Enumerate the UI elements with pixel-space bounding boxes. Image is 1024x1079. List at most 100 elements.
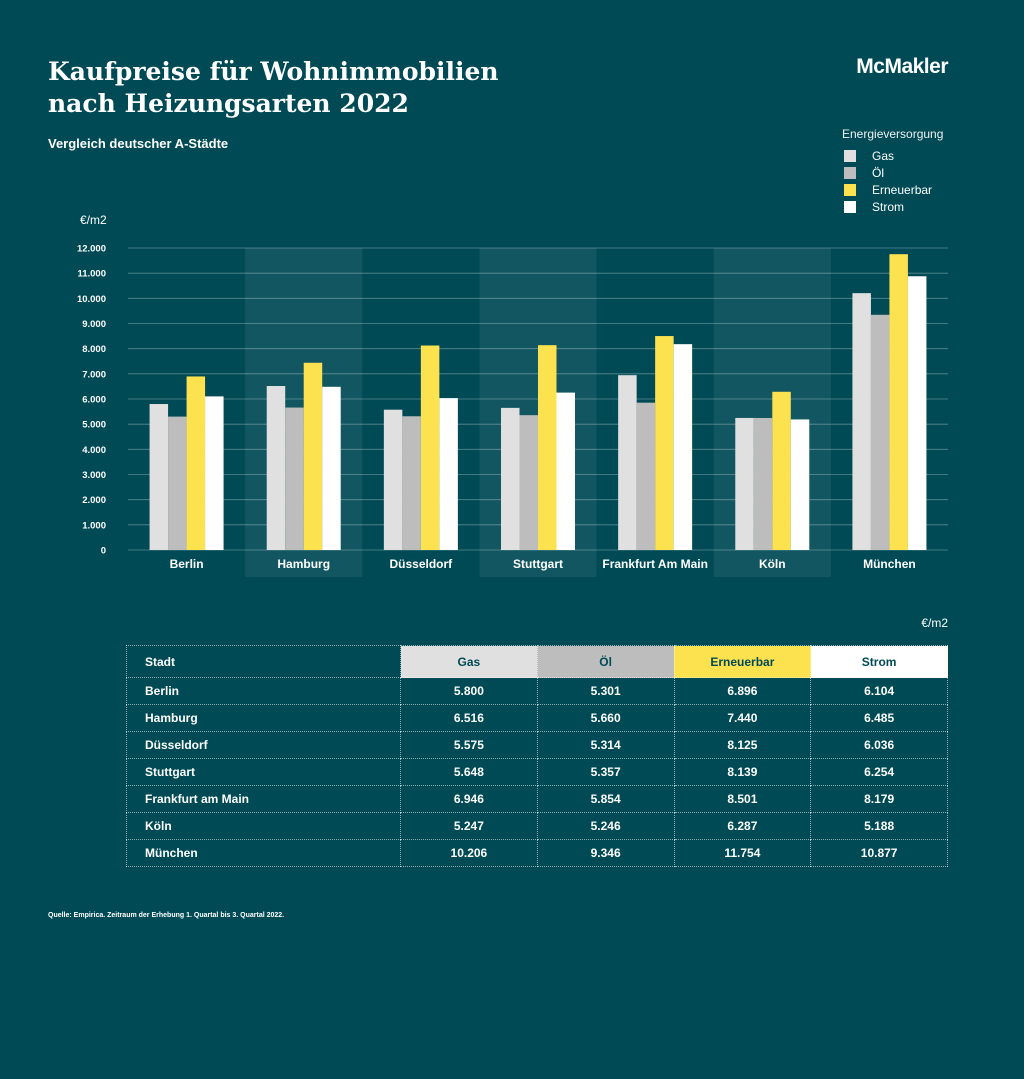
table-row: Berlin 5.800 5.301 6.896 6.104 (126, 677, 948, 705)
table-cell-city: Frankfurt am Main (126, 785, 401, 813)
table-cell-gas: 10.206 (400, 839, 538, 867)
bar-berlin-oel (168, 416, 187, 550)
y-tick-label: 0 (101, 546, 106, 557)
table-row: München 10.206 9.346 11.754 10.877 (126, 839, 948, 867)
legend-label-oel: Öl (872, 165, 884, 180)
chart-title: Kaufpreise für Wohnimmobilien nach Heizu… (48, 56, 648, 120)
legend-swatch-gas (844, 149, 856, 162)
y-tick-label: 4.000 (82, 445, 106, 456)
bar-koeln-gas (735, 417, 754, 550)
chart-title-line-1: Kaufpreise für Wohnimmobilien (48, 57, 499, 86)
y-tick-labels: 0 1.000 2.000 3.000 4.000 5.000 6.000 7.000 8.00… (77, 244, 106, 557)
table-cell-gas: 6.946 (400, 785, 538, 813)
bar-duesseldorf-strom (439, 398, 458, 550)
table-cell-oel: 5.301 (536, 677, 675, 705)
y-tick-label: 10.000 (77, 294, 106, 305)
bar-muenchen-gas (852, 293, 871, 550)
y-tick-label: 3.000 (82, 470, 106, 481)
table-row: Frankfurt am Main 6.946 5.854 8.501 8.17… (126, 785, 948, 813)
table-cell-city: München (126, 839, 401, 867)
table-header-row: Stadt Gas Öl Erneuerbar Strom (126, 645, 948, 678)
table-cell-strom: 6.036 (810, 731, 948, 759)
x-tick-label: Düsseldorf (390, 557, 454, 571)
table-cell-erneuerbar: 7.440 (673, 704, 812, 732)
table-cell-gas: 5.648 (400, 758, 538, 786)
legend-item-oel: Öl (844, 164, 943, 181)
x-tick-label: Köln (759, 557, 786, 571)
y-tick-label: 8.000 (82, 344, 106, 355)
table-cell-strom: 10.877 (810, 839, 948, 867)
table-cell-city: Düsseldorf (126, 731, 401, 759)
bar-stuttgart-oel (519, 415, 538, 550)
y-tick-label: 11.000 (77, 269, 106, 280)
y-tick-label: 12.000 (77, 244, 106, 255)
bar-chart: 0 1.000 2.000 3.000 4.000 5.000 6.000 7.000 8.00… (77, 244, 948, 577)
legend-swatch-strom (844, 200, 856, 213)
bar-muenchen-erneuerbar (889, 254, 908, 551)
bar-duesseldorf-erneuerbar (420, 345, 440, 550)
table-row: Stuttgart 5.648 5.357 8.139 6.254 (126, 758, 948, 786)
bars (149, 254, 927, 551)
bar-berlin-erneuerbar (186, 376, 206, 550)
legend-label-gas: Gas (872, 148, 895, 163)
legend-label-strom: Strom (872, 199, 905, 214)
bar-muenchen-oel (870, 314, 890, 550)
bar-frankfurt-am-main-erneuerbar (655, 336, 674, 550)
y-tick-label: 5.000 (82, 420, 106, 431)
table-cell-oel: 5.660 (536, 704, 675, 732)
legend-swatch-oel (844, 166, 856, 179)
table-cell-strom: 6.485 (810, 704, 948, 732)
table-cell-strom: 5.188 (810, 812, 948, 840)
table-cell-gas: 5.247 (400, 812, 538, 840)
table-header-oel: Öl (536, 645, 675, 678)
table-cell-oel: 5.357 (536, 758, 675, 786)
legend-label-erneuerbar: Erneuerbar (872, 182, 933, 197)
bar-stuttgart-erneuerbar (538, 345, 557, 550)
bar-hamburg-gas (266, 386, 286, 550)
table-cell-strom: 6.104 (810, 677, 948, 705)
bar-koeln-erneuerbar (772, 391, 791, 550)
y-axis-unit-label: €/m2 (80, 213, 107, 227)
x-tick-label: Hamburg (277, 557, 330, 571)
y-tick-label: 2.000 (82, 495, 106, 506)
table-cell-gas: 5.575 (400, 731, 538, 759)
bar-koeln-strom (790, 419, 810, 550)
source-note: Quelle: Empirica. Zeitraum der Erhebung … (48, 912, 285, 919)
bar-frankfurt-am-main-strom (673, 344, 693, 550)
table-cell-erneuerbar: 8.139 (673, 758, 812, 786)
table-header-strom: Strom (810, 645, 948, 678)
bar-frankfurt-am-main-oel (636, 402, 656, 550)
table-cell-erneuerbar: 6.287 (673, 812, 812, 840)
bar-berlin-gas (149, 404, 169, 550)
table-cell-oel: 5.854 (536, 785, 675, 813)
x-tick-label: München (863, 557, 916, 571)
y-tick-label: 7.000 (82, 369, 106, 380)
table-cell-erneuerbar: 6.896 (673, 677, 812, 705)
bar-hamburg-erneuerbar (303, 362, 323, 550)
table-cell-gas: 5.800 (400, 677, 538, 705)
table-cell-strom: 6.254 (810, 758, 948, 786)
table-header-erneuerbar: Erneuerbar (673, 645, 812, 678)
table-row: Hamburg 6.516 5.660 7.440 6.485 (126, 704, 948, 732)
bar-duesseldorf-gas (383, 409, 403, 550)
bar-berlin-strom (205, 396, 224, 550)
legend: Energieversorgung Gas Öl Erneuerbar Stro… (842, 127, 943, 215)
table-unit-label: €/m2 (921, 616, 948, 630)
y-tick-label: 1.000 (82, 520, 106, 531)
table-cell-city: Köln (126, 812, 401, 840)
table-header-gas: Gas (400, 645, 538, 678)
bar-hamburg-oel (285, 407, 304, 550)
table-cell-city: Hamburg (126, 704, 401, 732)
table-cell-city: Stuttgart (126, 758, 401, 786)
bar-stuttgart-gas (501, 407, 520, 550)
legend-item-erneuerbar: Erneuerbar (844, 181, 943, 198)
bar-stuttgart-strom (556, 392, 575, 550)
legend-title: Energieversorgung (842, 127, 944, 141)
bar-koeln-oel (753, 417, 773, 550)
legend-item-strom: Strom (844, 198, 943, 215)
bar-duesseldorf-oel (402, 416, 421, 550)
x-tick-label: Stuttgart (513, 557, 563, 571)
legend-item-gas: Gas (844, 147, 943, 164)
table-header-stadt: Stadt (126, 645, 401, 678)
table-cell-oel: 5.314 (536, 731, 675, 759)
